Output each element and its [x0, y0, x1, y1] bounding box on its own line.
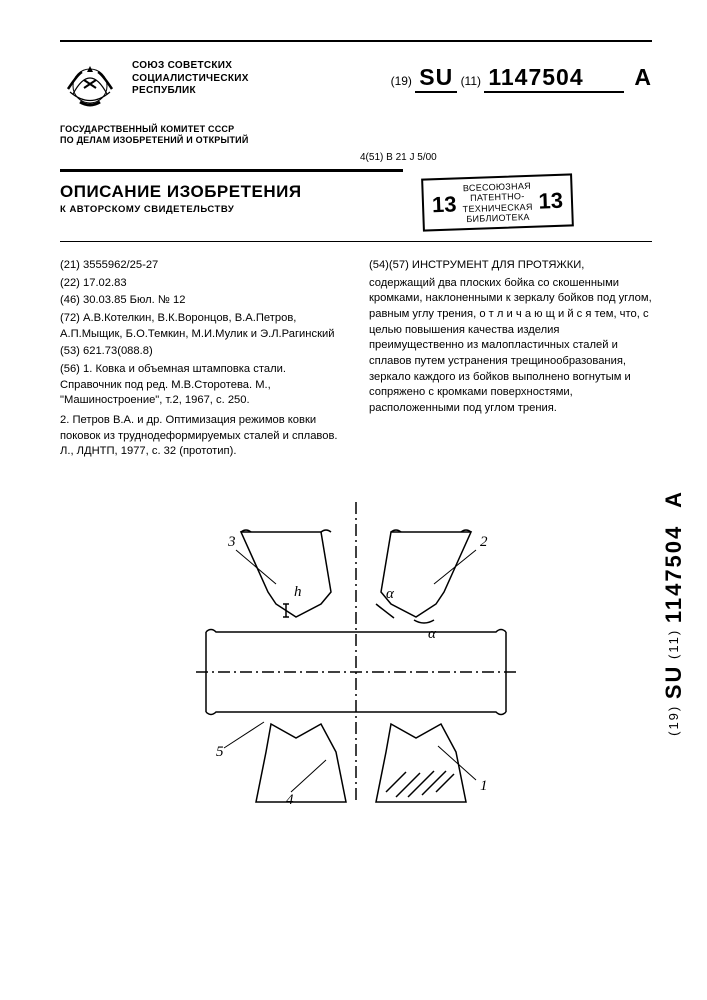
main-title: ОПИСАНИЕ ИЗОБРЕТЕНИЯ	[60, 182, 392, 202]
code-19: (19)	[391, 74, 412, 88]
ipc-prefix: 4(51)	[360, 152, 383, 163]
figure-label-1: 1	[480, 778, 488, 794]
ussr-emblem-icon	[60, 54, 120, 114]
title-block: ОПИСАНИЕ ИЗОБРЕТЕНИЯ К АВТОРСКОМУ СВИДЕТ…	[60, 182, 392, 215]
stamp-number-right: 13	[538, 187, 563, 214]
union-name: СОЮЗ СОВЕТСКИХ СОЦИАЛИСТИЧЕСКИХ РЕСПУБЛИ…	[132, 54, 249, 98]
abstract-title: (54)(57) ИНСТРУМЕНТ ДЛЯ ПРОТЯЖКИ,	[369, 258, 652, 274]
field-21: (21) 3555962/25-27	[60, 258, 343, 274]
title-row: ОПИСАНИЕ ИЗОБРЕТЕНИЯ К АВТОРСКОМУ СВИДЕТ…	[60, 182, 652, 229]
field-22: (22) 17.02.83	[60, 276, 343, 292]
body-columns: (21) 3555962/25-27 (22) 17.02.83 (46) 30…	[60, 258, 652, 462]
committee-line: ГОСУДАРСТВЕННЫЙ КОМИТЕТ СССР	[60, 124, 652, 135]
figure-label-h: h	[294, 584, 302, 600]
right-column: (54)(57) ИНСТРУМЕНТ ДЛЯ ПРОТЯЖКИ, содерж…	[369, 258, 652, 462]
union-line: СОЮЗ СОВЕТСКИХ	[132, 60, 249, 73]
side-a: A	[661, 490, 686, 508]
stamp-line: БИБЛИОТЕКА	[462, 211, 532, 224]
field-53: (53) 621.73(088.8)	[60, 344, 343, 360]
figure-label-2: 2	[480, 534, 488, 550]
code-a: A	[634, 64, 652, 90]
page: СОЮЗ СОВЕТСКИХ СОЦИАЛИСТИЧЕСКИХ РЕСПУБЛИ…	[0, 0, 707, 1000]
figure-label-alpha1: α	[386, 586, 395, 602]
left-column: (21) 3555962/25-27 (22) 17.02.83 (46) 30…	[60, 258, 343, 462]
thin-rule	[60, 241, 652, 242]
publication-code: (19) SU (11) 1147504 A	[391, 54, 652, 93]
field-56-1: (56) 1. Ковка и объемная штамповка стали…	[60, 362, 343, 409]
top-rule	[60, 40, 652, 42]
ipc-value: B 21 J 5/00	[386, 152, 437, 163]
figure-label-3: 3	[227, 534, 236, 550]
figure-label-4: 4	[286, 792, 294, 808]
pub-number: 1147504	[484, 64, 624, 93]
figure-label-alpha2: α	[428, 626, 437, 642]
side-num: 1147504	[661, 525, 686, 623]
committee-name: ГОСУДАРСТВЕННЫЙ КОМИТЕТ СССР ПО ДЕЛАМ ИЗ…	[60, 124, 652, 146]
library-stamp: 13 ВСЕСОЮЗНАЯ ПАТЕНТНО- ТЕХНИЧЕСКАЯ БИБЛ…	[421, 173, 574, 232]
code-su: SU	[415, 64, 457, 93]
union-line: СОЦИАЛИСТИЧЕСКИХ	[132, 73, 249, 86]
figure: 3 2 5 4 1 h α α	[60, 492, 652, 812]
side-publication-code: (19) SU (11) 1147504 A	[661, 490, 687, 736]
code-11: (11)	[461, 74, 481, 88]
side-11: (11)	[666, 629, 681, 659]
ipc-code: 4(51) B 21 J 5/00	[360, 152, 652, 163]
thick-rule	[60, 169, 403, 172]
header: СОЮЗ СОВЕТСКИХ СОЦИАЛИСТИЧЕСКИХ РЕСПУБЛИ…	[60, 54, 652, 114]
field-56-2: 2. Петров В.А. и др. Оптимизация режимов…	[60, 413, 343, 460]
figure-label-5: 5	[216, 744, 224, 760]
patent-figure-svg: 3 2 5 4 1 h α α	[176, 492, 536, 812]
union-line: РЕСПУБЛИК	[132, 85, 249, 98]
side-su: SU	[661, 665, 686, 700]
field-72: (72) А.В.Котелкин, В.К.Воронцов, В.А.Пет…	[60, 311, 343, 342]
stamp-text: ВСЕСОЮЗНАЯ ПАТЕНТНО- ТЕХНИЧЕСКАЯ БИБЛИОТ…	[461, 180, 532, 224]
subtitle: К АВТОРСКОМУ СВИДЕТЕЛЬСТВУ	[60, 204, 392, 215]
side-19: (19)	[666, 705, 681, 736]
stamp-number-left: 13	[431, 191, 456, 218]
abstract-body: содержащий два плоских бойка со скошенны…	[369, 276, 652, 417]
committee-line: ПО ДЕЛАМ ИЗОБРЕТЕНИЙ И ОТКРЫТИЙ	[60, 135, 652, 146]
field-46: (46) 30.03.85 Бюл. № 12	[60, 293, 343, 309]
